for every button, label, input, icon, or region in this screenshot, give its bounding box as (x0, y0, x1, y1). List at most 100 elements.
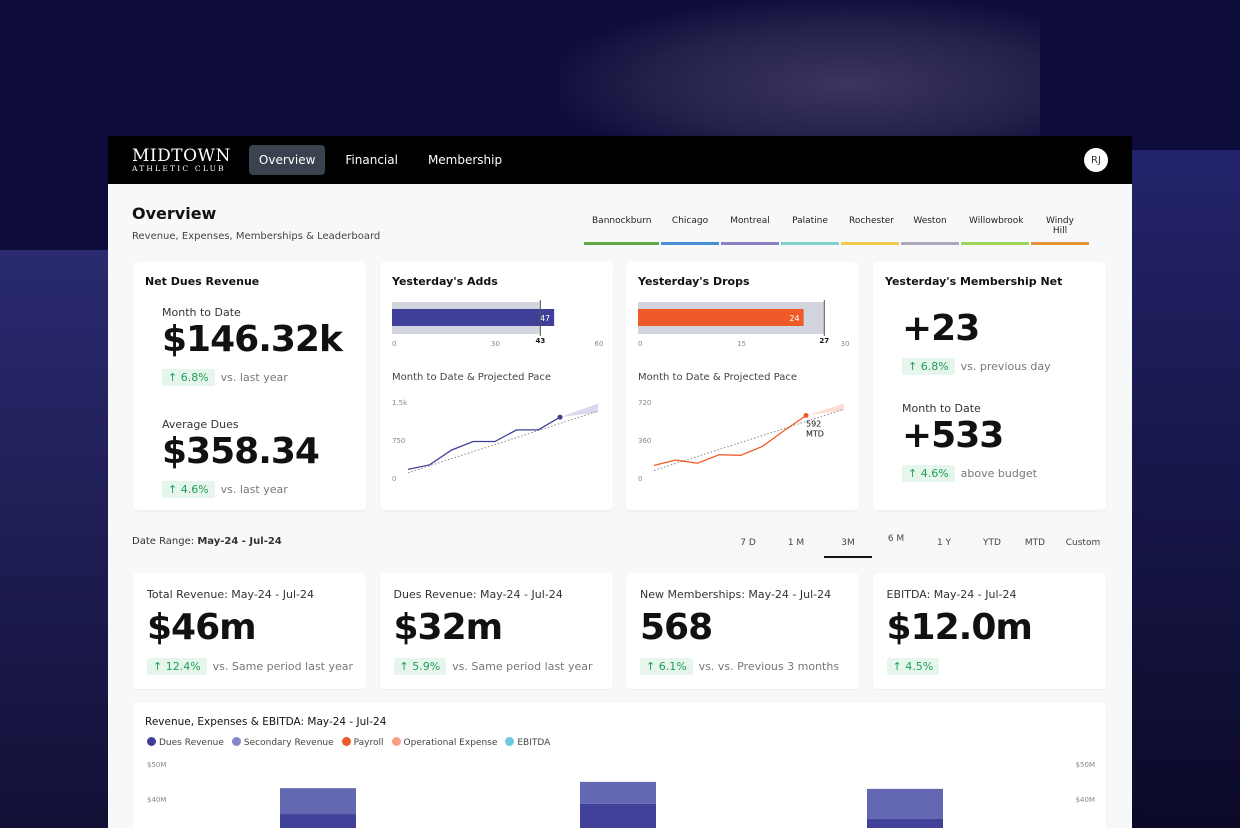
revenue-chart-card: Revenue, Expenses & EBITDA: May-24 - Jul… (133, 703, 1106, 828)
card-title: Yesterday's Drops (638, 275, 750, 288)
projection-band (806, 403, 844, 416)
axis-tick: 0 (638, 340, 642, 348)
kpi-title: Total Revenue: May-24 - Jul-24 (147, 588, 315, 601)
kpi-card: New Memberships: May-24 - Jul-24 568 ↑ 6.1… (626, 573, 859, 689)
kpi-change-row: ↑ 12.4% vs. Same period last year (147, 655, 353, 675)
kpi-change-row: ↑ 4.5% (886, 655, 946, 675)
y-tick: 360 (638, 437, 651, 445)
legend-label: Payroll (353, 738, 384, 748)
value-bar (392, 309, 555, 326)
location-tab-chicago[interactable]: Chicago (661, 216, 719, 245)
pace-line (407, 410, 599, 474)
y-tick: 720 (638, 399, 651, 407)
annotation-label: MTD (806, 430, 824, 439)
avg-change: ↑ 4.6% (162, 481, 215, 498)
bar-secondary-revenue (580, 781, 656, 804)
legend-dot (231, 737, 241, 746)
kpi-change: ↑ 6.1% (640, 658, 693, 675)
y-tick-left: $40M (147, 796, 166, 804)
kpi-value: $32m (393, 607, 504, 648)
target-label: 43 (535, 337, 545, 345)
axis-tick: 15 (737, 340, 746, 348)
kpi-card: Dues Revenue: May-24 - Jul-24 $32m ↑ 5.9% v… (379, 573, 613, 689)
card-title: Yesterday's Adds (392, 275, 498, 288)
location-tab-bannockburn[interactable]: Bannockburn (584, 216, 659, 245)
range-option-mtd[interactable]: MTD (1024, 538, 1046, 548)
value-bar (638, 309, 804, 326)
y-tick-right: $40M (1076, 796, 1095, 804)
card-title: Net Dues Revenue (145, 275, 260, 288)
value-label: 47 (540, 314, 550, 323)
mtd-point (803, 413, 809, 419)
card-title: Yesterday's Membership Net (885, 275, 1063, 288)
kpi-change: ↑ 12.4% (147, 658, 207, 675)
legend-item[interactable]: Operational Expense (391, 737, 498, 748)
net-mtd-vs: above budget (960, 467, 1037, 480)
y-tick-right: $50M (1076, 761, 1095, 769)
legend-label: EBITDA (517, 738, 551, 748)
kpi-change: ↑ 5.9% (393, 658, 447, 675)
drops-card: Yesterday's Drops 24 0 15 30 27 Month to Date… (626, 262, 859, 510)
axis-tick: 30 (841, 340, 850, 348)
location-tab-willowbrook[interactable]: Willowbrook (961, 216, 1029, 245)
value-label: 24 (789, 314, 799, 323)
location-tab-montreal[interactable]: Montreal (721, 216, 779, 245)
bar-secondary-revenue (867, 788, 943, 819)
avatar[interactable]: RJ (1084, 148, 1108, 172)
range-option-6m[interactable]: 6 M (887, 534, 905, 544)
legend-item[interactable]: Secondary Revenue (231, 737, 334, 748)
date-range: Date Range: May-24 - Jul-24 (132, 536, 282, 547)
range-option-3m[interactable]: 3M (824, 534, 872, 558)
legend-dot (505, 737, 515, 746)
range-option-7d[interactable]: 7 D (740, 538, 756, 548)
pace-title: Month to Date & Projected Pace (392, 372, 551, 383)
bar-secondary-revenue (280, 788, 356, 815)
logo[interactable]: MIDTOWN ATHLETIC CLUB (132, 145, 231, 173)
adds-card: Yesterday's Adds 47 0 30 60 43 Month to Date … (380, 262, 613, 510)
range-option-ytd[interactable]: YTD (983, 538, 1001, 548)
net-mtd-change: ↑ 4.6% (902, 465, 955, 482)
legend-label: Operational Expense (403, 738, 498, 748)
mtd-vs: vs. last year (220, 371, 288, 384)
kpi-title: Dues Revenue: May-24 - Jul-24 (393, 588, 563, 601)
range-option-custom[interactable]: Custom (1065, 538, 1101, 548)
axis-tick: 0 (392, 340, 396, 348)
location-tab-weston[interactable]: Weston (901, 216, 959, 245)
date-range-value: May-24 - Jul-24 (197, 536, 282, 547)
top-nav: MIDTOWN ATHLETIC CLUB Overview Financial … (108, 136, 1132, 184)
range-selector: 7 D 1 M 3M 6 M 1 Y YTD MTD Custom (728, 534, 1112, 558)
location-tab-windy-hill[interactable]: Windy Hill (1031, 216, 1089, 245)
adds-charts: 47 0 30 60 43 Month to Date & Projected Pace 1… (392, 300, 604, 483)
mtd-line (407, 416, 561, 471)
range-option-1m[interactable]: 1 M (787, 538, 805, 548)
axis-tick: 60 (595, 340, 604, 348)
membership-net-card: Yesterday's Membership Net +23 ↑ 6.8% vs.… (873, 262, 1106, 510)
projection-band (560, 403, 598, 418)
dashboard-panel: MIDTOWN ATHLETIC CLUB Overview Financial … (108, 136, 1132, 828)
nav-financial[interactable]: Financial (345, 153, 398, 167)
legend-item[interactable]: Payroll (341, 737, 384, 748)
legend-dot (391, 737, 401, 746)
kpi-card: EBITDA: May-24 - Jul-24 $12.0m ↑ 4.5% (872, 573, 1106, 689)
background-photo (560, 0, 1040, 140)
nav-overview[interactable]: Overview (248, 145, 326, 175)
annotation-value: 592 (806, 420, 821, 429)
legend-label: Secondary Revenue (243, 738, 334, 748)
location-tab-palatine[interactable]: Palatine (781, 216, 839, 245)
legend-item[interactable]: Dues Revenue (147, 737, 224, 748)
range-option-1y[interactable]: 1 Y (936, 538, 952, 548)
y-tick: 1.5k (392, 399, 408, 407)
location-tab-rochester[interactable]: Rochester (841, 216, 899, 245)
logo-line1: MIDTOWN (132, 145, 231, 166)
mtd-point (557, 414, 563, 420)
net-mtd-label: Month to Date (902, 402, 981, 415)
y-tick: 0 (638, 475, 642, 483)
mtd-label: Month to Date (162, 306, 241, 319)
page-title: Overview (132, 204, 217, 223)
chart-title: Revenue, Expenses & EBITDA: May-24 - Jul… (145, 716, 387, 728)
pace-title: Month to Date & Projected Pace (638, 372, 797, 383)
mtd-value: $146.32k (162, 319, 343, 360)
legend-item[interactable]: EBITDA (505, 737, 550, 748)
kpi-vs: vs. Same period last year (212, 660, 354, 673)
nav-membership[interactable]: Membership (427, 153, 503, 167)
